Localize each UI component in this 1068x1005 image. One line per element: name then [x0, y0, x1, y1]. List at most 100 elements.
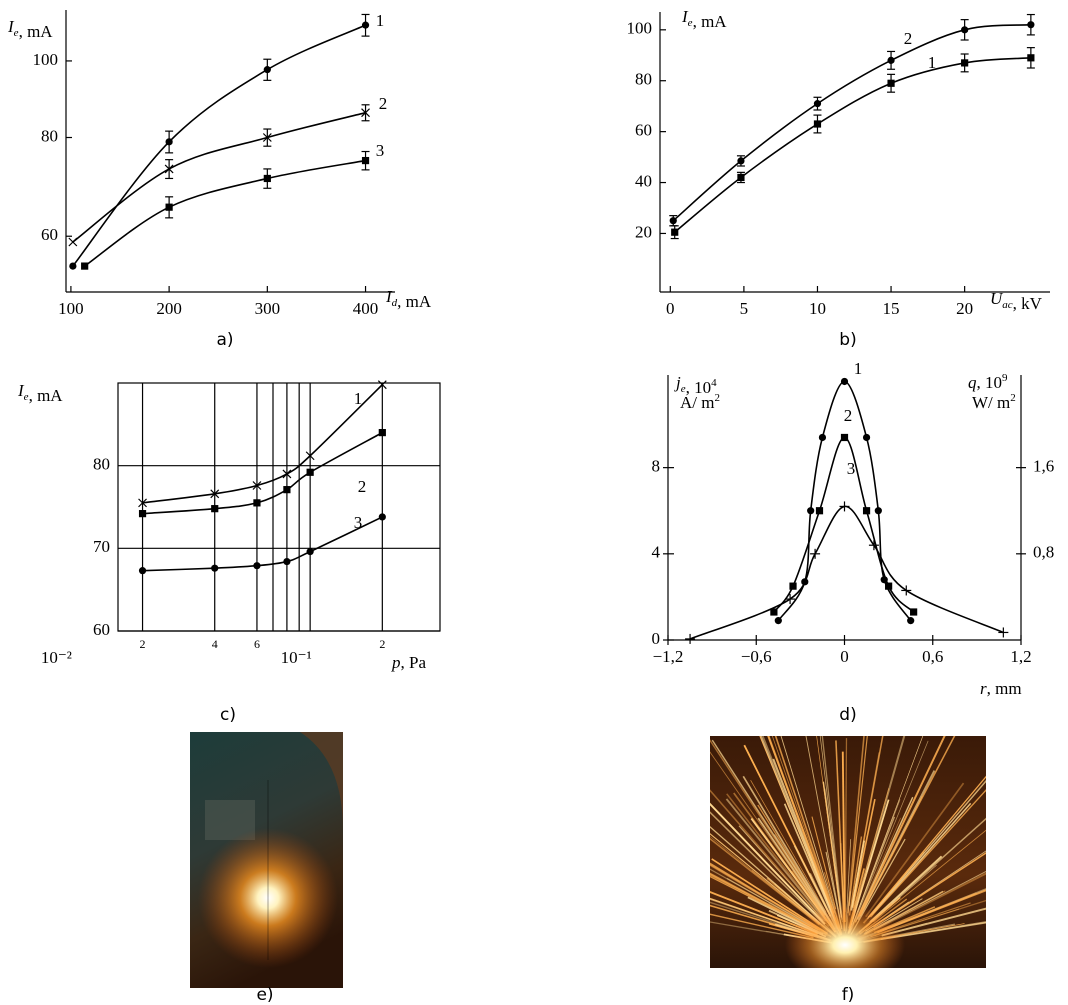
x-tick-label: 6: [254, 637, 260, 651]
spark-streak: [811, 816, 837, 910]
spark-streak: [866, 779, 986, 920]
series-label: 2: [379, 94, 388, 113]
marker: [862, 507, 871, 515]
y-axis-label-part: I: [17, 381, 25, 400]
spark-streak: [710, 836, 819, 925]
marker: [81, 262, 89, 270]
marker: [210, 489, 220, 499]
y-tick-label: 80: [635, 70, 652, 89]
caption: b): [839, 330, 856, 350]
y-tick-label: 100: [33, 50, 59, 69]
marker: [961, 26, 969, 34]
x-axis-label-part: r: [980, 679, 987, 698]
marker: [211, 564, 219, 572]
y-axis-label-part: , mA: [29, 386, 64, 405]
curve: [84, 159, 366, 267]
y-tick-label: 60: [93, 620, 110, 639]
spark-streak: [841, 751, 846, 923]
spark-streak: [767, 736, 843, 936]
spark-streak: [710, 833, 825, 928]
curve: [674, 57, 1031, 233]
marker: [868, 540, 879, 551]
spark-streak: [726, 793, 829, 924]
spark-streak: [710, 833, 821, 925]
x-tick-label: 20: [956, 299, 973, 318]
marker-stroke: [262, 133, 272, 142]
marker: [165, 203, 173, 211]
x-tick-label: 0: [840, 647, 849, 666]
x-tick-label: 4: [212, 637, 218, 651]
marker: [785, 594, 796, 605]
marker: [810, 548, 821, 559]
marker: [68, 237, 78, 247]
y-axis-label-part: e: [24, 391, 29, 403]
spark-streak: [710, 802, 826, 925]
series-label: 1: [854, 359, 863, 378]
marker: [283, 486, 291, 494]
marker-stroke: [282, 469, 292, 479]
x-tick-label: 300: [255, 299, 281, 318]
marker: [807, 507, 815, 515]
marker: [813, 100, 822, 108]
y-axis-label-part: I: [681, 7, 689, 26]
x-axis-label-part: , Pa: [401, 653, 427, 672]
spark-streak: [873, 829, 986, 923]
series-label: 3: [354, 513, 363, 532]
marker-stroke: [210, 489, 220, 499]
spark-streak: [847, 736, 865, 914]
spark-streak: [774, 736, 836, 914]
x-axis-label-part: , kV: [1013, 294, 1043, 313]
spark-streak: [725, 798, 827, 922]
marker: [887, 79, 895, 87]
y-tick-label: 0: [652, 629, 661, 648]
marker: [263, 66, 271, 74]
spark-streak: [710, 872, 811, 928]
marker: [165, 138, 173, 146]
marker: [671, 228, 679, 236]
x-axis-label: Id, mA: [385, 287, 432, 311]
spark-streak: [710, 789, 830, 927]
y-axis-label: Ie, mA: [681, 7, 727, 31]
x-axis-label: Uac, kV: [990, 289, 1043, 313]
spark-streak: [819, 736, 843, 923]
y-tick-label: 60: [41, 225, 58, 244]
marker: [263, 174, 271, 183]
marker-stroke: [138, 498, 147, 508]
marker: [910, 608, 918, 616]
x-tick-label: 2: [140, 637, 146, 651]
marker: [1027, 54, 1035, 62]
spark-streak: [733, 792, 836, 932]
spark-streak: [870, 802, 972, 916]
x-tick-label: −0,6: [741, 647, 772, 666]
y2-axis-label: W/ m2: [972, 392, 1016, 412]
y-tick-label: 4: [652, 543, 661, 562]
x-axis-label-part: d: [392, 297, 398, 309]
spark-streak: [869, 789, 986, 918]
marker: [862, 433, 871, 442]
x-tick-label: 200: [156, 299, 182, 318]
caption: c): [220, 705, 236, 725]
marker-stroke: [377, 380, 387, 390]
spark-streak: [710, 739, 827, 916]
series-label: 1: [928, 53, 937, 72]
marker: [669, 217, 677, 225]
marker: [840, 433, 849, 442]
spark-streak: [869, 855, 943, 923]
x-axis-label-part: I: [385, 287, 393, 306]
marker: [1027, 21, 1035, 29]
spark-streak: [710, 890, 819, 936]
y-tick-label: 60: [635, 121, 652, 140]
y2-tick-label: 0,8: [1033, 543, 1054, 562]
spark-streak: [849, 736, 924, 933]
spark-streak: [738, 825, 824, 922]
x-axis-label: p, Pa: [391, 653, 426, 672]
series-label: 1: [376, 11, 385, 30]
y2-axis-label-part: 9: [1002, 372, 1008, 384]
spark-streak: [850, 840, 866, 911]
y2-axis-label-part: 2: [1010, 392, 1016, 404]
spark-streak: [880, 921, 986, 941]
y2-axis-label-part: , 10: [977, 373, 1003, 392]
spark-streak: [750, 779, 827, 913]
marker: [789, 582, 797, 590]
plot-frame: [117, 382, 441, 632]
